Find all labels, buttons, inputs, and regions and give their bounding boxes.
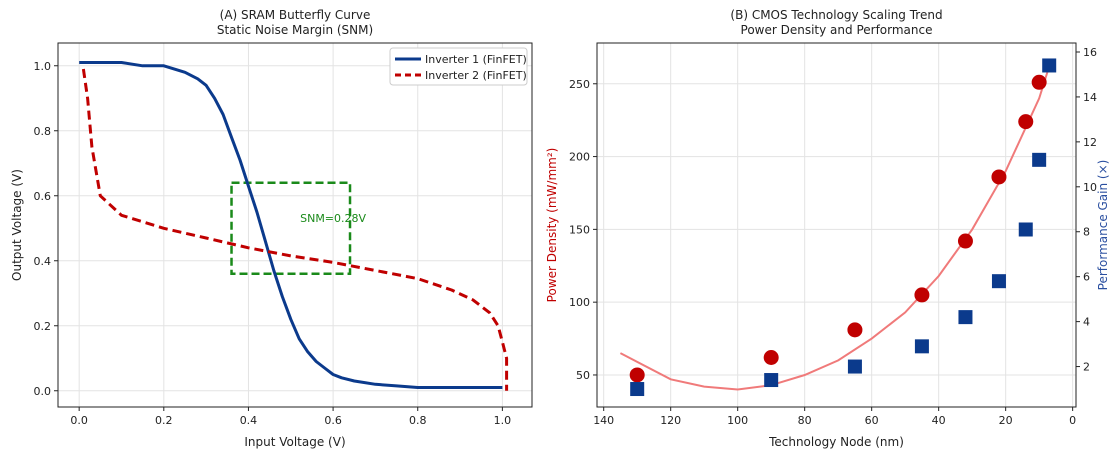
y-tick-label: 0.4 (34, 255, 52, 268)
x-tick-label: 140 (593, 414, 614, 427)
y-tick-label: 150 (569, 223, 590, 236)
power-density-point (629, 367, 645, 383)
panel-b-grid (597, 43, 1076, 407)
panel-a-butterfly-chart: 0.0 0.2 0.4 0.6 0.8 1.0 0.0 0.2 0.4 0.6 0.8 1.0 SNM… (10, 8, 533, 449)
panel-b-title: (B) CMOS Technology Scaling Trend (730, 8, 942, 22)
y2-tick-label: 14 (1083, 91, 1097, 104)
y-tick-label: 0.2 (34, 320, 52, 333)
y2-tick-label: 8 (1083, 226, 1090, 239)
panel-b-frame (596, 42, 1077, 408)
x-tick-label: 0 (1069, 414, 1076, 427)
panel-a-legend: Inverter 1 (FinFET) Inverter 2 (FinFET) (389, 47, 528, 86)
y-tick-label: 0.6 (34, 190, 52, 203)
performance-gain-point (764, 373, 779, 388)
panel-a-frame (57, 42, 533, 408)
y-tick-label: 200 (569, 151, 590, 164)
y-tick-label: 0.0 (34, 385, 52, 398)
legend-label-inverter-2: Inverter 2 (FinFET) (425, 69, 527, 82)
y-tick-label: 1.0 (34, 60, 52, 73)
x-tick-label: 1.0 (494, 414, 512, 427)
performance-gain-point (1018, 222, 1033, 237)
inverter-1-curve (79, 61, 503, 389)
panel-b-x-axis-label: Technology Node (nm) (768, 435, 904, 449)
x-tick-label: 80 (798, 414, 812, 427)
y-tick-label: 250 (569, 78, 590, 91)
panel-a-x-axis-label: Input Voltage (V) (244, 435, 345, 449)
power-density-point (914, 287, 930, 303)
x-tick-label: 40 (932, 414, 946, 427)
power-density-trend-line (619, 66, 1051, 391)
y2-tick-label: 4 (1083, 316, 1090, 329)
power-density-point (847, 322, 863, 338)
panel-b-plot-area (619, 58, 1057, 397)
panel-b-y2-axis-label: Performance Gain (×) (1096, 160, 1110, 291)
y-tick-label: 50 (576, 369, 590, 382)
y2-tick-label: 2 (1083, 361, 1090, 374)
x-tick-label: 0.2 (155, 414, 173, 427)
inverter-2-curve (81, 68, 509, 391)
y-tick-label: 100 (569, 296, 590, 309)
performance-gain-point (914, 339, 929, 354)
legend-box (389, 47, 528, 86)
power-density-point (991, 169, 1007, 185)
y2-tick-label: 16 (1083, 46, 1097, 59)
performance-gain-point (958, 310, 973, 325)
x-tick-label: 0.4 (240, 414, 258, 427)
x-tick-label: 60 (865, 414, 879, 427)
panel-b-subtitle: Power Density and Performance (741, 23, 933, 37)
x-tick-label: 20 (999, 414, 1013, 427)
performance-gain-point (847, 359, 862, 374)
panel-b-ticks: 140 120 100 80 60 40 20 05010015020025024681012… (569, 46, 1097, 427)
y2-tick-label: 12 (1083, 136, 1097, 149)
x-tick-label: 0.8 (409, 414, 427, 427)
performance-gain-point (1032, 152, 1047, 167)
legend-label-inverter-1: Inverter 1 (FinFET) (425, 53, 527, 66)
panel-b-scaling-chart: 140 120 100 80 60 40 20 05010015020025024681012… (545, 8, 1110, 449)
panel-b-y-axis-label: Power Density (mW/mm²) (545, 148, 559, 303)
power-density-point (763, 349, 779, 365)
y-tick-label: 0.8 (34, 125, 52, 138)
panel-a-subtitle: Static Noise Margin (SNM) (217, 23, 373, 37)
panel-a-plot-area: SNM=0.28V (79, 61, 509, 391)
x-tick-label: 0.6 (324, 414, 342, 427)
performance-gain-point (630, 382, 645, 397)
snm-label: SNM=0.28V (300, 212, 366, 225)
performance-gain-point (1042, 58, 1057, 73)
performance-gain-point (991, 274, 1006, 289)
x-tick-label: 100 (727, 414, 748, 427)
panel-a-ticks: 0.0 0.2 0.4 0.6 0.8 1.0 0.0 0.2 0.4 0.6 0.8 1.0 (34, 60, 512, 427)
panel-a-title: (A) SRAM Butterfly Curve (220, 8, 371, 22)
power-density-point (957, 233, 973, 249)
panel-a-grid (58, 43, 532, 407)
snm-box (230, 181, 352, 275)
power-density-point (1018, 114, 1034, 130)
y2-tick-label: 6 (1083, 271, 1090, 284)
power-density-point (1031, 74, 1047, 90)
panel-a-y-axis-label: Output Voltage (V) (10, 169, 24, 281)
x-tick-label: 120 (660, 414, 681, 427)
x-tick-label: 0.0 (70, 414, 88, 427)
y2-tick-label: 10 (1083, 181, 1097, 194)
